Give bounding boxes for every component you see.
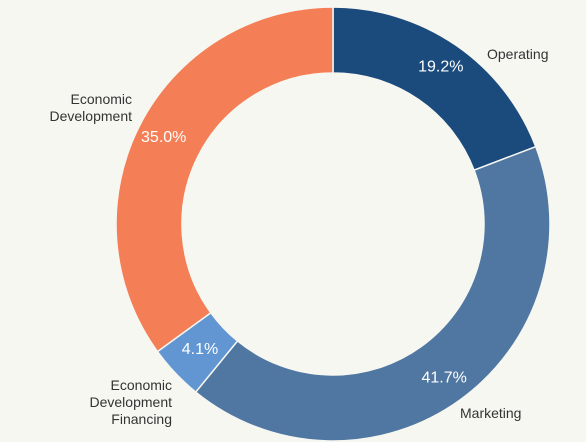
category-label: Operating (487, 46, 549, 62)
value-label: 41.7% (422, 369, 467, 386)
value-label: 19.2% (418, 59, 463, 76)
donut-slice (115, 6, 334, 353)
value-label: 35.0% (141, 129, 186, 146)
donut-slice (332, 6, 537, 172)
value-label: 4.1% (182, 341, 218, 358)
donut-slice (194, 145, 551, 442)
category-label: Marketing (460, 405, 522, 421)
category-label: Economic Development (49, 91, 133, 124)
category-label: Economic Development Financing (89, 377, 173, 427)
